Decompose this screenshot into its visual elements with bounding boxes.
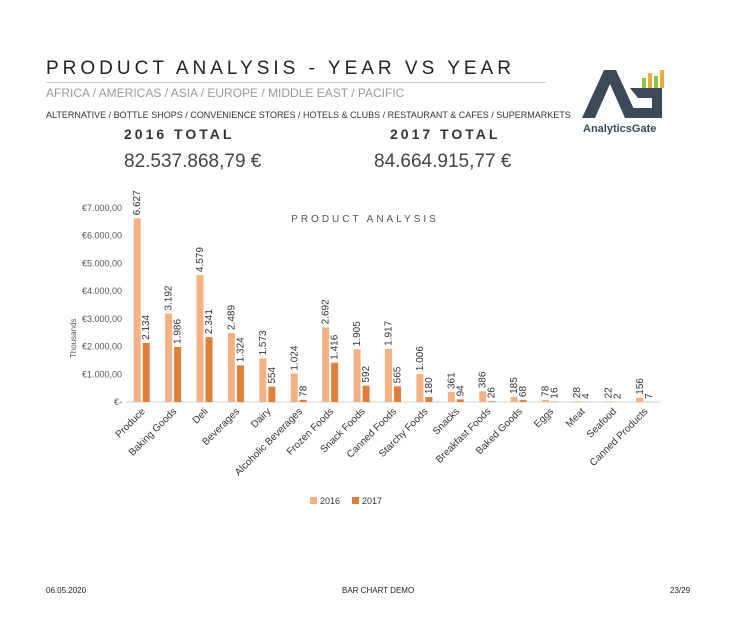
bar-2016 (636, 397, 644, 402)
bar-2017 (236, 365, 244, 402)
bar-2017 (519, 400, 527, 402)
x-tick-label: Breakfast Foods (434, 406, 493, 465)
total-2016-label: 2016 TOTAL (124, 126, 235, 142)
data-label-2016: 386 (478, 371, 489, 388)
y-tick-label: €6.000,00 (82, 231, 122, 241)
data-label-2017: 180 (424, 377, 435, 394)
data-label-2016: 78 (541, 385, 552, 397)
bar-2016 (259, 358, 267, 402)
legend-swatch-2017 (352, 497, 359, 504)
y-axis-label: Thousands (69, 318, 78, 358)
data-label-2017: 1.416 (330, 334, 341, 359)
bar-2016 (604, 401, 612, 402)
chart-title: PRODUCT ANALYSIS (291, 214, 439, 225)
legend-label-2016: 2016 (320, 496, 340, 506)
page-title: PRODUCT ANALYSIS - YEAR VS YEAR (46, 58, 515, 79)
bar-2017 (299, 399, 307, 402)
total-2017-value: 84.664.915,77 € (374, 151, 512, 172)
bar-2017 (456, 399, 464, 402)
x-tick-label: Deli (191, 406, 211, 426)
data-label-2016: 1.573 (258, 330, 269, 355)
bar-chart: PRODUCT ANALYSIS €- €1.000,00 €2.000,00 €3.0… (69, 190, 660, 506)
y-tick-label: €4.000,00 (82, 286, 122, 296)
data-label-2016: 2.692 (321, 299, 332, 324)
logo-text: AnalyticsGate (583, 123, 657, 135)
bar-2017 (174, 346, 182, 402)
data-label-2016: 1.917 (384, 320, 395, 345)
y-tick-label: €7.000,00 (82, 203, 122, 213)
data-label-2017: 554 (267, 367, 278, 384)
data-label-2017: 7 (644, 393, 655, 399)
data-label-2016: 28 (572, 387, 583, 399)
data-label-2017: 94 (455, 385, 466, 397)
data-label-2017: 4 (581, 393, 592, 399)
data-label-2017: 2 (612, 393, 623, 399)
x-tick-label: Meat (564, 406, 588, 430)
legend-swatch-2016 (310, 497, 317, 504)
data-label-2016: 22 (603, 387, 614, 399)
bar-2017 (362, 385, 370, 402)
data-label-2017: 565 (393, 366, 404, 383)
bar-2016 (385, 348, 392, 402)
data-label-2017: 2.134 (141, 314, 152, 339)
bar-2017 (394, 386, 401, 402)
bar-2016 (227, 333, 235, 402)
y-tick-label: €5.000,00 (82, 258, 122, 268)
data-label-2016: 185 (509, 377, 520, 394)
data-label-2016: 1.024 (289, 345, 300, 370)
regions-filter-text: AFRICA / AMERICAS / ASIA / EUROPE / MIDD… (46, 86, 405, 100)
title-divider (46, 82, 546, 83)
x-tick-label: Snacks (431, 406, 462, 437)
bar-2016 (290, 373, 298, 402)
legend-label-2017: 2017 (362, 496, 382, 506)
bar-2016 (165, 313, 173, 402)
footer-page-number: 23/29 (670, 586, 691, 595)
data-label-2016: 361 (446, 372, 457, 389)
x-tick-label: Dairy (249, 406, 273, 430)
footer-title: BAR CHART DEMO (342, 586, 415, 595)
bar-2017 (488, 401, 496, 402)
data-label-2017: 1.986 (173, 318, 184, 343)
data-label-2016: 3.192 (164, 285, 175, 310)
y-tick-label: €1.000,00 (82, 369, 122, 379)
data-label-2016: 1.905 (352, 321, 363, 346)
data-label-2017: 2.341 (204, 309, 215, 334)
x-tick-label: Canned Products (588, 406, 650, 468)
channels-filter-text: ALTERNATIVE / BOTTLE SHOPS / CONVENIENCE… (46, 110, 571, 120)
bar-2016 (542, 399, 550, 402)
data-label-2016: 6.627 (132, 190, 143, 215)
bar-2017 (425, 397, 433, 402)
bar-2016 (479, 391, 487, 402)
bar-2017 (331, 362, 339, 402)
data-label-2017: 592 (361, 365, 372, 382)
y-tick-label: €- (114, 397, 122, 407)
data-label-2017: 78 (298, 385, 309, 397)
bar-2016 (447, 391, 455, 402)
bar-2017 (268, 386, 276, 402)
y-tick-label: €2.000,00 (82, 342, 122, 352)
bar-2017 (205, 337, 213, 402)
data-label-2016: 4.579 (195, 247, 206, 272)
bar-2016 (416, 374, 424, 402)
data-label-2017: 1.324 (235, 337, 246, 362)
data-label-2016: 156 (635, 378, 646, 395)
bar-2016 (322, 327, 330, 402)
footer-date: 06.05.2020 (46, 586, 87, 595)
total-2017-label: 2017 TOTAL (390, 126, 501, 142)
bar-2016 (573, 401, 581, 402)
data-label-2017: 68 (518, 386, 529, 398)
bar-2016 (133, 218, 141, 402)
data-label-2017: 26 (487, 387, 498, 399)
total-2016-value: 82.537.868,79 € (124, 151, 262, 172)
bar-2016 (196, 275, 204, 402)
y-tick-label: €3.000,00 (82, 314, 122, 324)
data-label-2016: 1.006 (415, 346, 426, 371)
data-label-2016: 2.489 (226, 305, 237, 330)
bar-2016 (353, 349, 361, 402)
bar-2016 (510, 396, 518, 402)
analyticsgate-logo-icon (582, 70, 664, 118)
bar-2017 (142, 342, 150, 402)
data-label-2017: 16 (550, 387, 561, 399)
x-tick-label: Eggs (532, 406, 556, 430)
